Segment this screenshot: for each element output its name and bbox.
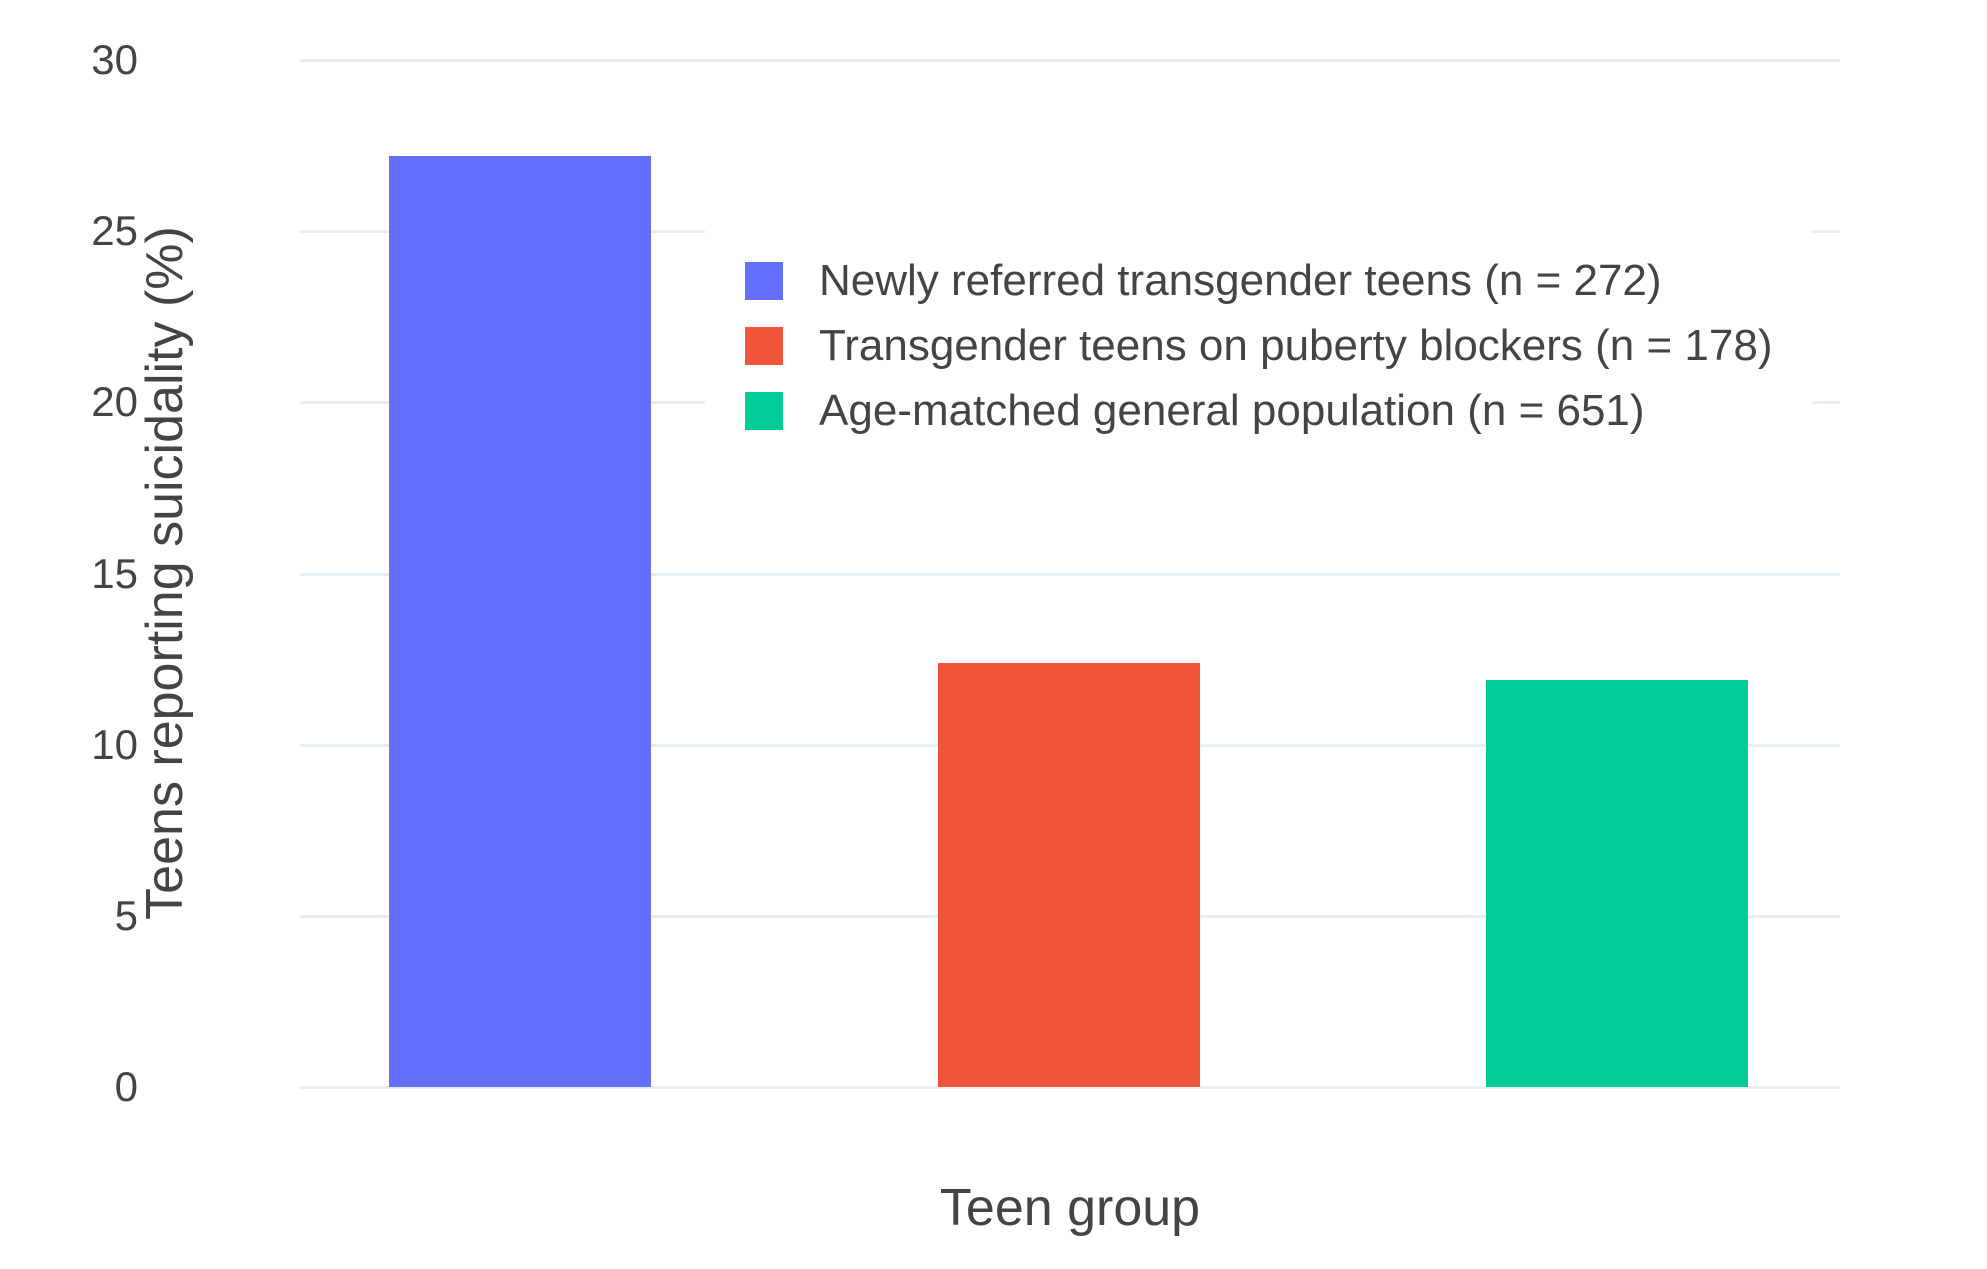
legend-swatch-icon xyxy=(745,326,783,365)
bar-3[interactable] xyxy=(1486,679,1748,1087)
legend-label: Age-matched general population (n = 651) xyxy=(819,385,1645,435)
y-tick-label: 0 xyxy=(114,1063,138,1110)
bar-1[interactable] xyxy=(389,155,651,1087)
y-tick-label: 10 xyxy=(91,720,138,768)
bar-2[interactable] xyxy=(937,662,1200,1087)
y-tick-label: 5 xyxy=(114,891,138,939)
gridline xyxy=(300,572,1840,576)
y-tick-label: 15 xyxy=(91,549,138,597)
legend-item-3[interactable]: Age-matched general population (n = 651) xyxy=(745,378,1772,443)
x-axis-title: Teen group xyxy=(939,1179,1201,1237)
y-tick-label: 25 xyxy=(91,207,138,255)
y-axis-title: Teens reporting suicidality (%) xyxy=(136,226,194,920)
legend: Newly referred transgender teens (n = 27… xyxy=(705,224,1813,453)
zero-gridline xyxy=(300,1086,1840,1089)
plot-area: 0 5 10 15 20 25 30 xyxy=(91,36,1840,1110)
legend-item-2[interactable]: Transgender teens on puberty blockers (n… xyxy=(745,313,1772,378)
y-tick-label: 30 xyxy=(91,36,138,83)
legend-label: Newly referred transgender teens (n = 27… xyxy=(819,255,1662,305)
legend-swatch-icon xyxy=(745,391,783,430)
legend-item-1[interactable]: Newly referred transgender teens (n = 27… xyxy=(745,248,1772,313)
legend-swatch-icon xyxy=(745,261,783,300)
legend-label: Transgender teens on puberty blockers (n… xyxy=(819,320,1773,370)
y-tick-label: 20 xyxy=(91,378,138,426)
gridline xyxy=(300,59,1840,62)
